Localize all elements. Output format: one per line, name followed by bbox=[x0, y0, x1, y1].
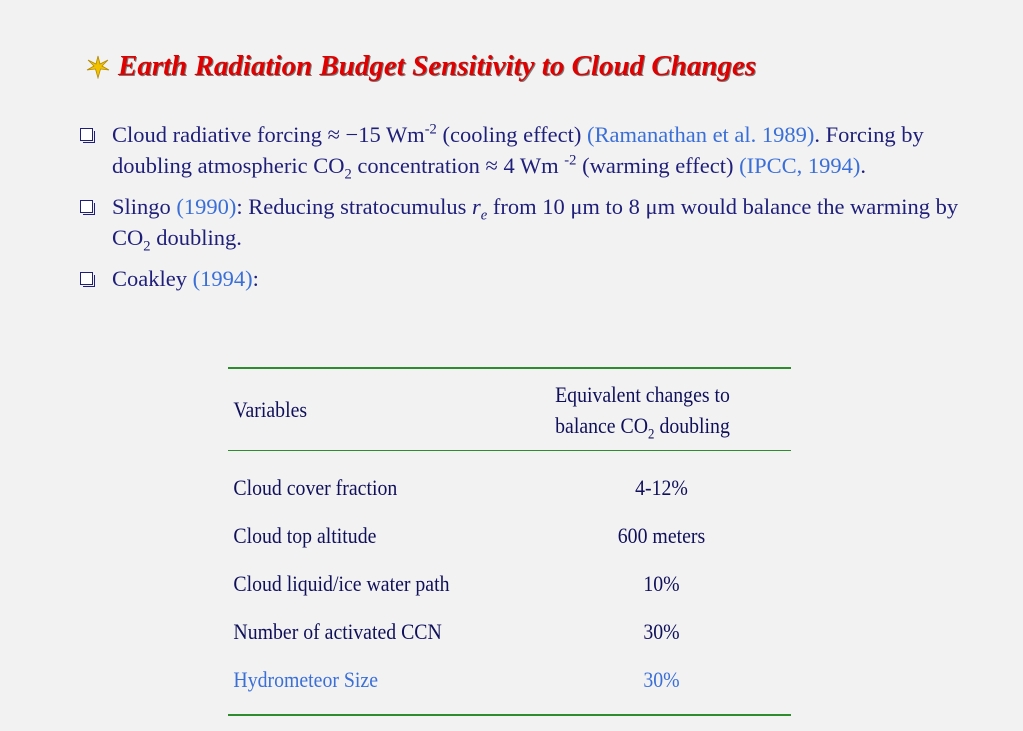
bullet-item: Slingo (1990): Reducing stratocumulus re… bbox=[78, 191, 998, 255]
subscript: 2 bbox=[143, 238, 151, 255]
citation: (1994) bbox=[192, 266, 253, 291]
bullet-text: . Forcing by doubling atmospheric CO bbox=[112, 122, 924, 178]
table-top-rule bbox=[228, 367, 791, 369]
bullet-text: from 10 μm to 8 μm would balance the war… bbox=[112, 194, 959, 250]
row-variable: Cloud cover fraction bbox=[233, 475, 398, 500]
row-variable: Cloud top altitude bbox=[233, 523, 377, 548]
variable-subscript: e bbox=[480, 207, 488, 224]
bullet-item: Cloud radiative forcing ≈ −15 Wm-2 (cool… bbox=[78, 119, 998, 183]
sensitivity-table: Variables Equivalent changes to balance … bbox=[228, 367, 791, 716]
header-variables: Variables bbox=[233, 396, 308, 422]
table-header-rule bbox=[228, 450, 791, 451]
checkbox-bullet-icon bbox=[80, 128, 95, 143]
header-text: doubling bbox=[654, 412, 730, 438]
bullet-text: Slingo bbox=[112, 194, 177, 219]
bullet-text: : bbox=[252, 266, 259, 291]
bullet-text: . bbox=[860, 153, 866, 178]
bullet-list: Cloud radiative forcing ≈ −15 Wm-2 (cool… bbox=[78, 119, 998, 304]
bullet-text: Cloud radiative forcing ≈ −15 Wm bbox=[112, 122, 425, 147]
row-change: 4-12% bbox=[635, 475, 688, 500]
header-line-2: balance CO2 doubling bbox=[509, 410, 776, 442]
row-change: 10% bbox=[643, 571, 680, 596]
table-header: Variables Equivalent changes to balance … bbox=[228, 369, 791, 450]
row-variable: Number of activated CCN bbox=[233, 619, 442, 644]
bullet-text: doubling. bbox=[150, 225, 242, 250]
bullet-text: concentration ≈ 4 Wm bbox=[351, 153, 565, 178]
bullet-text: Coakley bbox=[112, 266, 193, 291]
citation: (IPCC, 1994) bbox=[739, 153, 861, 178]
row-change: 600 meters bbox=[617, 523, 706, 548]
superscript: -2 bbox=[564, 152, 577, 169]
title-row: Earth Radiation Budget Sensitivity to Cl… bbox=[86, 50, 756, 83]
header-equivalent-changes: Equivalent changes to balance CO2 doubli… bbox=[509, 379, 776, 442]
table-bottom-rule bbox=[228, 714, 791, 716]
checkbox-bullet-icon bbox=[80, 272, 95, 287]
bullet-text: (warming effect) bbox=[576, 153, 740, 178]
row-change: 30% bbox=[643, 667, 680, 692]
row-variable: Cloud liquid/ice water path bbox=[233, 571, 450, 596]
header-line-1: Equivalent changes to bbox=[555, 381, 730, 407]
table-row: Number of activated CCN 30% bbox=[228, 608, 791, 656]
subscript: 2 bbox=[344, 166, 352, 183]
subscript: 2 bbox=[648, 425, 655, 442]
header-text: balance CO bbox=[555, 412, 649, 438]
bullet-item: Coakley (1994): bbox=[78, 263, 998, 294]
table-row: Cloud top altitude 600 meters bbox=[228, 512, 791, 560]
citation: (Ramanathan et al. 1989) bbox=[587, 122, 815, 147]
page-title: Earth Radiation Budget Sensitivity to Cl… bbox=[118, 50, 757, 82]
superscript: -2 bbox=[424, 121, 437, 138]
row-variable: Hydrometeor Size bbox=[233, 667, 379, 692]
table-row: Hydrometeor Size 30% bbox=[228, 656, 791, 704]
star-icon bbox=[86, 55, 110, 79]
citation: (1990) bbox=[176, 194, 237, 219]
table-row: Cloud cover fraction 4-12% bbox=[228, 464, 791, 512]
bullet-text: (cooling effect) bbox=[436, 122, 587, 147]
checkbox-bullet-icon bbox=[80, 200, 95, 215]
table-body: Cloud cover fraction 4-12% Cloud top alt… bbox=[228, 451, 791, 714]
table-row: Cloud liquid/ice water path 10% bbox=[228, 560, 791, 608]
row-change: 30% bbox=[643, 619, 680, 644]
bullet-text: : Reducing stratocumulus bbox=[236, 194, 472, 219]
variable: r bbox=[472, 194, 481, 219]
